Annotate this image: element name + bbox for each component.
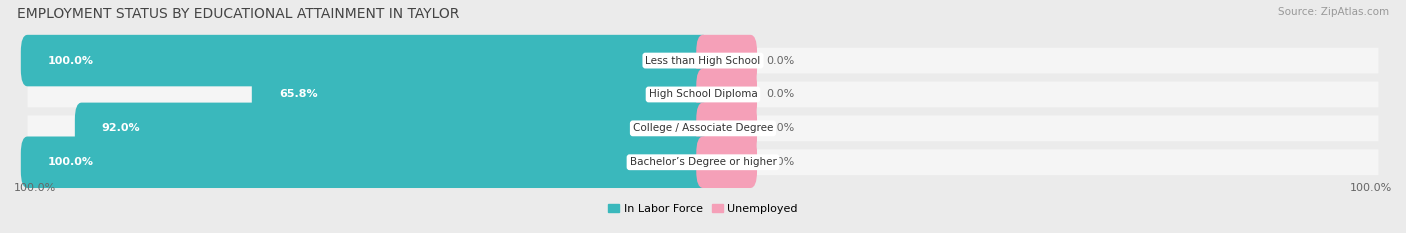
Text: High School Diploma: High School Diploma	[648, 89, 758, 99]
Legend: In Labor Force, Unemployed: In Labor Force, Unemployed	[603, 199, 803, 218]
Text: 0.0%: 0.0%	[766, 56, 794, 65]
FancyBboxPatch shape	[75, 103, 710, 154]
FancyBboxPatch shape	[696, 137, 756, 188]
Text: College / Associate Degree: College / Associate Degree	[633, 123, 773, 133]
Text: 0.0%: 0.0%	[766, 89, 794, 99]
FancyBboxPatch shape	[696, 69, 756, 120]
FancyBboxPatch shape	[696, 103, 756, 154]
Text: 100.0%: 100.0%	[48, 157, 94, 167]
FancyBboxPatch shape	[21, 35, 710, 86]
FancyBboxPatch shape	[28, 116, 1378, 141]
Text: 92.0%: 92.0%	[101, 123, 141, 133]
Text: EMPLOYMENT STATUS BY EDUCATIONAL ATTAINMENT IN TAYLOR: EMPLOYMENT STATUS BY EDUCATIONAL ATTAINM…	[17, 7, 460, 21]
FancyBboxPatch shape	[21, 137, 710, 188]
Text: Less than High School: Less than High School	[645, 56, 761, 65]
FancyBboxPatch shape	[28, 149, 1378, 175]
FancyBboxPatch shape	[252, 69, 710, 120]
Text: 65.8%: 65.8%	[278, 89, 318, 99]
Text: 0.0%: 0.0%	[766, 123, 794, 133]
Text: 0.0%: 0.0%	[766, 157, 794, 167]
Text: 100.0%: 100.0%	[1350, 183, 1392, 193]
FancyBboxPatch shape	[28, 82, 1378, 107]
Text: 100.0%: 100.0%	[48, 56, 94, 65]
FancyBboxPatch shape	[28, 48, 1378, 73]
FancyBboxPatch shape	[696, 35, 756, 86]
Text: 100.0%: 100.0%	[14, 183, 56, 193]
Text: Source: ZipAtlas.com: Source: ZipAtlas.com	[1278, 7, 1389, 17]
Text: Bachelor’s Degree or higher: Bachelor’s Degree or higher	[630, 157, 776, 167]
